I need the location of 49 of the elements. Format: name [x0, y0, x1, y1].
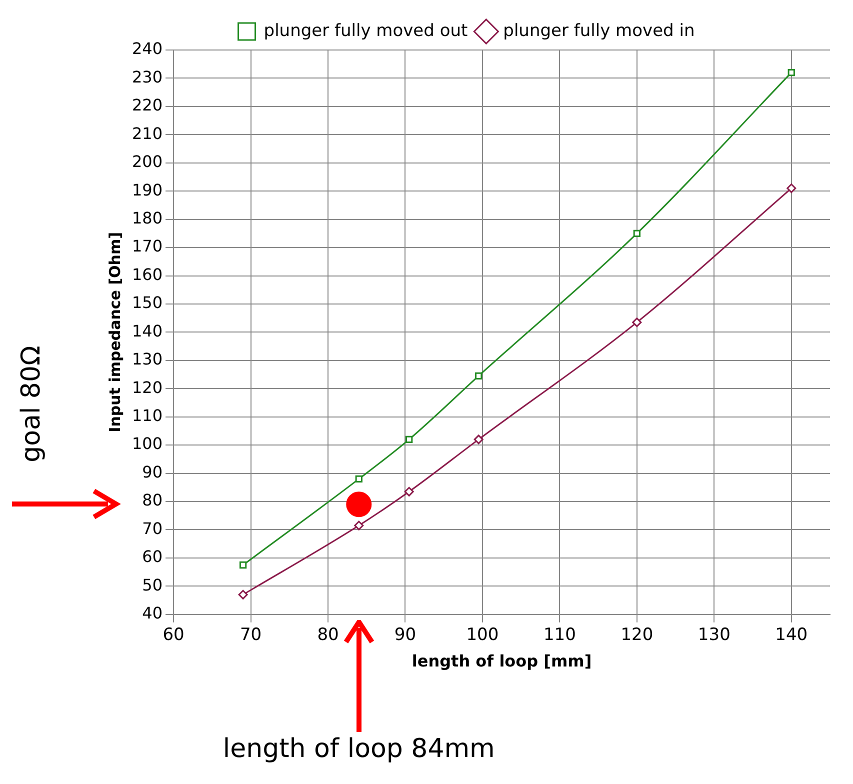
point	[406, 436, 413, 444]
point	[633, 230, 640, 238]
x-tick-label: 90	[394, 625, 416, 646]
y-tick-label: 230	[132, 67, 163, 86]
y-axis-title: Input impedance [Ohm]	[106, 232, 124, 432]
x-tick-label: 120	[620, 625, 654, 646]
point	[355, 475, 362, 483]
text: length of loop 84mm	[222, 734, 496, 764]
x-tick-label: 140	[775, 625, 808, 646]
y-tick-label: 170	[132, 236, 163, 256]
y-tick-label: 80	[142, 490, 163, 510]
point	[786, 184, 796, 194]
y-tick-label: 60	[142, 547, 163, 566]
point	[404, 486, 414, 496]
x-tick-label: 70	[240, 625, 262, 646]
x-tick-label: 100	[466, 625, 499, 646]
y-tick-label: 70	[142, 518, 163, 538]
legend-label: plunger fully moved in	[503, 20, 695, 41]
y-tick-label: 180	[132, 208, 163, 228]
y-tick-label: 140	[132, 321, 163, 340]
x-tick-label: 130	[698, 625, 730, 646]
point	[238, 590, 248, 600]
y-tick-label: 100	[132, 434, 163, 454]
point	[788, 69, 795, 76]
y-tick-label: 220	[132, 96, 163, 115]
y-tick-label: 50	[142, 575, 163, 594]
y-tick-label: 110	[132, 406, 163, 426]
point	[475, 372, 482, 380]
y-tick-label: 40	[142, 604, 163, 623]
text: goal 80Ω	[16, 346, 46, 463]
point	[239, 561, 247, 569]
y-tick-label: 240	[132, 39, 163, 58]
x-tick-label: 60	[162, 625, 184, 646]
legend-label: plunger fully moved out	[264, 20, 468, 41]
x-tick-label: 80	[317, 625, 339, 646]
y-tick-label: 130	[132, 350, 163, 369]
y-tick-label: 150	[132, 293, 163, 312]
x-axis-title: length of loop [mm]	[412, 652, 592, 671]
y-tick-label: 210	[132, 124, 163, 143]
point	[632, 318, 642, 328]
point	[346, 492, 372, 518]
y-tick-label: 120	[132, 378, 163, 397]
point	[354, 520, 364, 530]
x-tick-label: 110	[543, 625, 576, 646]
y-tick-label: 200	[132, 152, 163, 172]
y-tick-label: 90	[142, 462, 163, 482]
y-tick-label: 190	[132, 180, 163, 200]
y-tick-label: 160	[132, 264, 163, 284]
point	[474, 434, 484, 444]
